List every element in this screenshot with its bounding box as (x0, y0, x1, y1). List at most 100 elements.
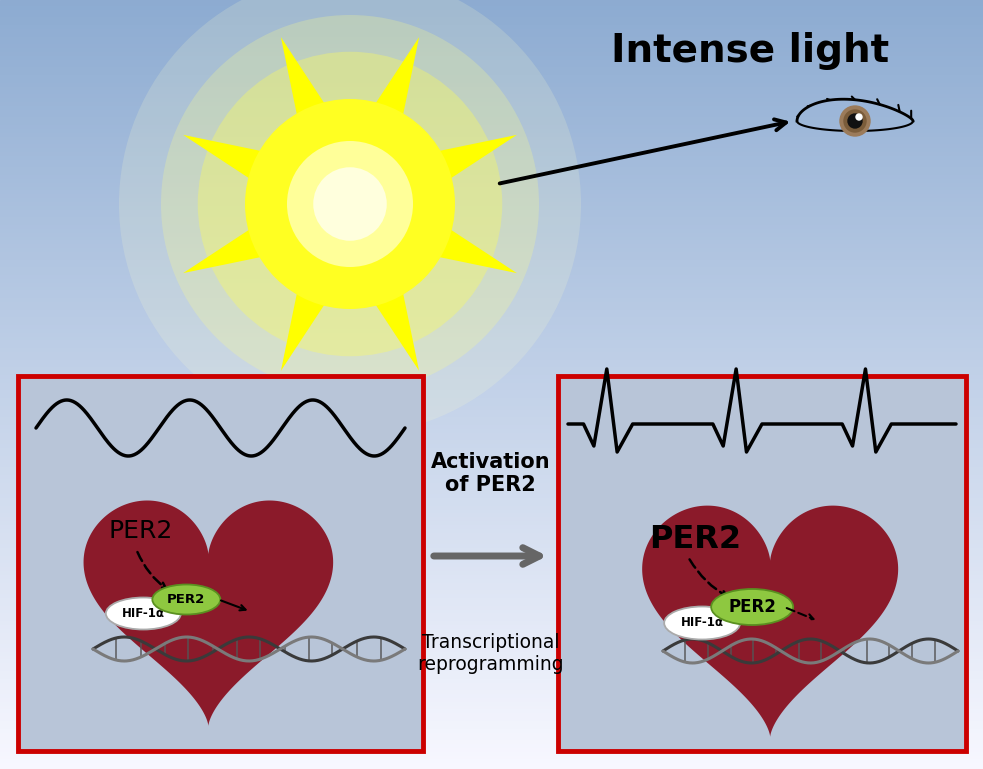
Bar (0, 42, 983, 46)
Bar (0, 400, 983, 404)
Bar (0, 38, 983, 42)
Bar (0, 381, 983, 384)
Polygon shape (183, 135, 279, 189)
Bar (0, 158, 983, 161)
Bar (0, 242, 983, 246)
Bar (0, 358, 983, 361)
Bar (0, 165, 983, 169)
Bar (0, 4, 983, 8)
Bar (0, 373, 983, 377)
Bar (0, 538, 983, 542)
Bar (0, 638, 983, 642)
Bar (0, 423, 983, 427)
Bar (0, 31, 983, 35)
Circle shape (844, 110, 866, 132)
Bar (0, 492, 983, 496)
Bar (0, 746, 983, 750)
Bar (0, 15, 983, 19)
Bar (0, 477, 983, 481)
Text: HIF-1α: HIF-1α (122, 607, 165, 620)
Bar (0, 73, 983, 77)
FancyBboxPatch shape (18, 376, 423, 751)
Bar (0, 354, 983, 358)
Polygon shape (183, 219, 279, 273)
Bar (0, 673, 983, 677)
Bar (0, 204, 983, 208)
Bar (0, 588, 983, 592)
Bar (0, 534, 983, 538)
Bar (0, 27, 983, 31)
Bar (0, 604, 983, 608)
Bar (0, 142, 983, 146)
Ellipse shape (711, 589, 793, 625)
Bar (0, 285, 983, 288)
Bar (0, 200, 983, 204)
Bar (0, 112, 983, 115)
Bar (0, 581, 983, 584)
Circle shape (245, 99, 455, 309)
Text: PER2: PER2 (167, 593, 205, 606)
Bar (0, 319, 983, 323)
Bar (0, 100, 983, 104)
Bar (0, 300, 983, 304)
Bar (0, 250, 983, 254)
Bar (0, 723, 983, 727)
Bar (0, 465, 983, 469)
Bar (0, 408, 983, 411)
Bar (0, 135, 983, 138)
Bar (0, 119, 983, 123)
Bar (0, 627, 983, 631)
Bar (0, 169, 983, 173)
Bar (0, 377, 983, 381)
Bar (0, 404, 983, 408)
Circle shape (287, 141, 413, 267)
Bar (0, 761, 983, 765)
Circle shape (161, 15, 539, 393)
Bar (0, 81, 983, 85)
Bar (0, 688, 983, 692)
Bar (0, 754, 983, 757)
Bar (0, 281, 983, 285)
Bar (0, 246, 983, 250)
Bar (0, 415, 983, 419)
Bar (0, 438, 983, 442)
Text: Intense light: Intense light (611, 32, 889, 70)
Text: PER2: PER2 (108, 520, 173, 544)
Bar (0, 365, 983, 369)
Bar (0, 46, 983, 50)
Bar (0, 584, 983, 588)
Bar (0, 565, 983, 569)
Polygon shape (281, 37, 335, 133)
Bar (0, 115, 983, 119)
Bar (0, 504, 983, 508)
Bar (0, 573, 983, 577)
Bar (0, 211, 983, 215)
Bar (0, 419, 983, 423)
Bar (0, 765, 983, 769)
Bar (0, 527, 983, 531)
Bar (0, 473, 983, 477)
Bar (0, 261, 983, 265)
Bar (0, 223, 983, 227)
Bar (0, 258, 983, 261)
Bar (0, 515, 983, 519)
Bar (0, 431, 983, 434)
Bar (0, 346, 983, 350)
Bar (0, 304, 983, 308)
Polygon shape (421, 135, 517, 189)
Bar (0, 454, 983, 458)
Bar (0, 558, 983, 561)
Bar (0, 500, 983, 504)
Bar (0, 361, 983, 365)
Bar (0, 58, 983, 62)
Bar (0, 235, 983, 238)
Bar (0, 523, 983, 527)
Bar (0, 731, 983, 734)
Bar (0, 684, 983, 688)
Bar (0, 350, 983, 354)
Bar (0, 704, 983, 707)
Bar (0, 315, 983, 319)
Bar (0, 596, 983, 600)
Bar (0, 254, 983, 258)
Polygon shape (84, 501, 333, 726)
